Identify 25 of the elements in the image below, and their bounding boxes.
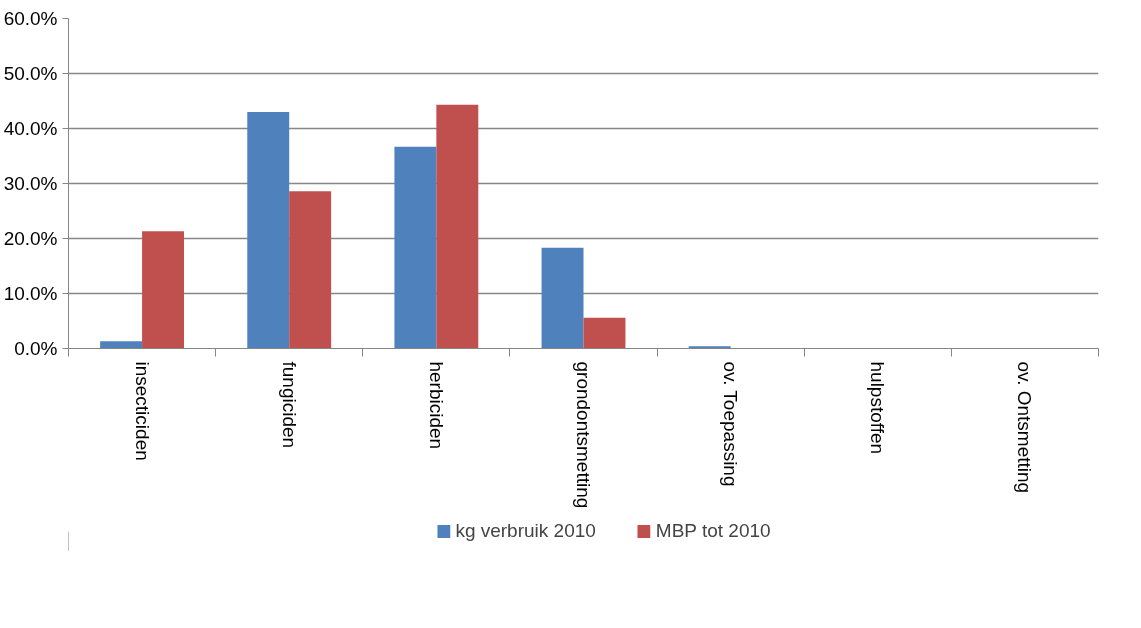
x-tick-label: ov. Ontsmetting xyxy=(1014,361,1036,494)
bar xyxy=(100,341,143,349)
x-tick-label: grondontsmetting xyxy=(573,361,594,509)
y-tick-label: 60.0% xyxy=(3,8,58,29)
bar xyxy=(436,104,479,349)
y-tick-label: 0.0% xyxy=(14,338,58,359)
bar xyxy=(583,317,626,349)
y-tick-label: 10.0% xyxy=(3,283,58,304)
legend-label: kg verbruik 2010 xyxy=(455,520,596,542)
x-tick-label: insecticiden xyxy=(131,361,153,461)
legend-label: MBP tot 2010 xyxy=(655,520,771,542)
bar xyxy=(289,191,332,349)
y-tick-label: 50.0% xyxy=(3,63,58,84)
y-tick-label: 20.0% xyxy=(3,228,58,249)
x-tick-label: ov. Toepassing xyxy=(720,361,742,487)
bar xyxy=(394,146,437,349)
bar xyxy=(541,247,584,349)
x-tick-label: fungiciden xyxy=(278,361,300,449)
y-tick-label: 30.0% xyxy=(3,173,58,194)
bar xyxy=(247,112,290,349)
x-tick-label: hulpstoffen xyxy=(867,361,889,455)
x-tick-label: herbiciden xyxy=(425,361,447,450)
y-tick-label: 40.0% xyxy=(3,118,58,139)
bar xyxy=(688,346,731,349)
bar xyxy=(142,231,185,349)
